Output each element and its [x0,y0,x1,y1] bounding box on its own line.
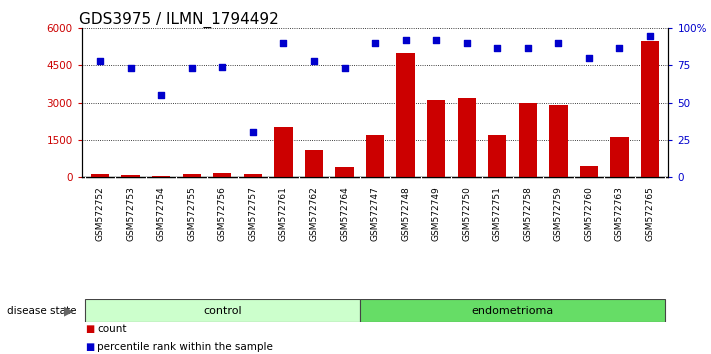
Text: GSM572760: GSM572760 [584,186,594,241]
Point [217,64,228,70]
Text: endometrioma: endometrioma [471,306,554,316]
Text: GSM572748: GSM572748 [401,186,410,241]
Text: GSM572751: GSM572751 [493,186,502,241]
Point [339,65,351,71]
Bar [366,135,384,177]
Text: GSM572765: GSM572765 [646,186,655,241]
Point [583,55,594,61]
Bar [91,174,109,177]
Point [614,45,625,51]
Text: disease state: disease state [7,306,77,316]
Bar [122,175,140,177]
Point [522,45,533,51]
Point [278,40,289,46]
Bar [549,105,567,177]
Bar [336,167,353,177]
Bar [213,173,232,177]
Bar [244,174,262,177]
Text: GSM572757: GSM572757 [248,186,257,241]
Text: ▶: ▶ [63,304,73,317]
Text: GSM572750: GSM572750 [462,186,471,241]
Point [370,40,381,46]
Bar [458,98,476,177]
Point [491,45,503,51]
Bar [427,100,445,177]
Text: GSM572763: GSM572763 [615,186,624,241]
Text: GSM572749: GSM572749 [432,186,441,241]
Point [644,33,656,39]
Text: count: count [97,324,127,334]
Text: control: control [203,306,242,316]
Point [309,58,320,64]
Text: ■: ■ [85,324,95,334]
Bar [183,174,201,177]
Point [125,65,137,71]
Point [186,65,198,71]
Text: GSM572764: GSM572764 [340,186,349,241]
FancyBboxPatch shape [85,299,360,322]
Bar [397,53,415,177]
Point [552,40,564,46]
Text: GSM572761: GSM572761 [279,186,288,241]
Bar [274,127,292,177]
Bar [488,135,506,177]
Text: GSM572756: GSM572756 [218,186,227,241]
Point [461,40,472,46]
Point [430,38,442,43]
Text: GSM572752: GSM572752 [95,186,105,241]
Bar [641,41,659,177]
Text: GSM572753: GSM572753 [126,186,135,241]
FancyBboxPatch shape [360,299,665,322]
Point [400,38,411,43]
Bar [579,166,598,177]
Point [156,92,167,98]
Bar [610,137,629,177]
Text: ■: ■ [85,342,95,352]
Point [247,130,259,135]
Text: GSM572762: GSM572762 [309,186,319,241]
Text: GSM572755: GSM572755 [187,186,196,241]
Point [95,58,106,64]
Text: GSM572747: GSM572747 [370,186,380,241]
Text: percentile rank within the sample: percentile rank within the sample [97,342,273,352]
Text: GSM572758: GSM572758 [523,186,533,241]
Text: GSM572754: GSM572754 [156,186,166,241]
Text: GSM572759: GSM572759 [554,186,563,241]
Bar [518,103,537,177]
Text: GDS3975 / ILMN_1794492: GDS3975 / ILMN_1794492 [79,12,279,28]
Bar [305,150,323,177]
Bar [152,176,171,177]
